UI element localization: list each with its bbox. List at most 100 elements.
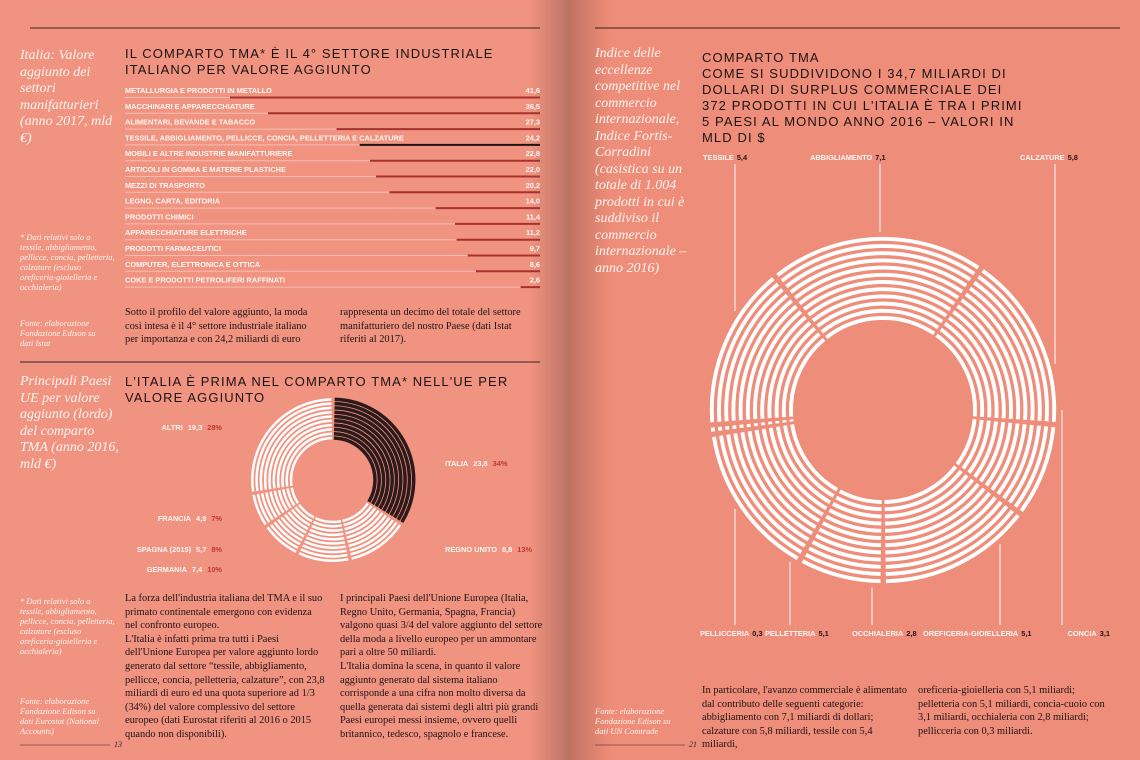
paragraph: La forza dell'industria italiana del TMA… (125, 593, 323, 632)
value-label: 22,8 (526, 149, 540, 158)
value-label: 20,2 (526, 181, 540, 190)
category-label: SPAGNA (2015) (137, 545, 192, 554)
category-label: TESSILE (703, 153, 734, 162)
value-label: 7,1 (875, 153, 885, 162)
slice-label: REGNO UNITO 8,8 13% (445, 545, 533, 554)
value-label: 41,6 (526, 86, 540, 95)
value-label: 5,1 (1021, 629, 1031, 638)
value-label: 8,8 (502, 545, 512, 554)
value-label: 14,0 (526, 197, 540, 206)
bar-label: MOBILI E ALTRE INDUSTRIE MANIFATTURIERE (125, 149, 292, 158)
pie-segment (711, 424, 839, 561)
value-label: 22,0 (526, 165, 540, 174)
bar-label: COKE E PRODOTTI PETROLIFERI RAFFINATI (125, 276, 285, 285)
slice-label: FRANCIA 4,9 7% (158, 514, 223, 523)
category-label: PELLETTERIA (765, 629, 816, 638)
slice-label: ABBIGLIAMENTO 7,1 (810, 153, 886, 162)
bar-label: PRODOTTI CHIMICI (125, 212, 194, 221)
slice-label: PELLICCERIA 0,3 (700, 629, 763, 638)
slice-label: SPAGNA (2015) 5,7 8% (137, 545, 223, 554)
value-label: 24,2 (526, 133, 540, 142)
share-label: 34% (493, 459, 508, 468)
bar-label: LEGNO, CARTA, EDITORIA (125, 197, 221, 206)
chart-title: L'ITALIA È PRIMA NEL COMPARTO TMA* NELL'… (125, 374, 509, 405)
bar-label: MACCHINARI E APPARECCHIATURE (125, 102, 255, 111)
slice-label: OCCHIALERIA 2,8 (852, 629, 917, 638)
fold-shadow (530, 0, 610, 760)
category-label: ALTRI (162, 423, 183, 432)
value-label: 5,1 (819, 629, 829, 638)
slice-label: PELLETTERIA 5,1 (765, 629, 829, 638)
slice-label: GERMANIA 7,4 10% (147, 565, 223, 574)
category-label: ITALIA (445, 459, 469, 468)
text-column: I principali Paesi dell'Unione Europea (… (340, 592, 545, 742)
category-label: CALZATURE (1020, 153, 1065, 162)
category-label: CONCIA (1068, 629, 1098, 638)
value-label: 5,7 (196, 545, 206, 554)
pie-segment (884, 465, 1020, 584)
bar-label: COMPUTER, ELETTRONICA E OTTICA (125, 260, 261, 269)
pie-segment (298, 516, 349, 562)
value-label: 8,6 (530, 260, 540, 269)
share-label: 28% (207, 423, 222, 432)
paragraph: L'Italia domina la scena, in quanto il v… (340, 660, 539, 740)
category-label: OCCHIALERIA (852, 629, 904, 638)
chart-title: COMPARTO TMA (702, 50, 820, 65)
bar-label: PRODOTTI FARMACEUTICI (125, 244, 221, 253)
bar-label: APPARECCHIATURE ELETTRICHE (125, 228, 247, 237)
value-label: 4,9 (196, 514, 206, 523)
category-label: ABBIGLIAMENTO (810, 153, 873, 162)
bar-label: MEZZI DI TRASPORTO (125, 181, 205, 190)
value-label: 9,7 (530, 244, 540, 253)
text-column: La forza dell'industria italiana del TMA… (125, 592, 325, 742)
value-label: 19,3 (188, 423, 202, 432)
sidebar-title: Italia: Valore aggiunto dei settori mani… (20, 48, 113, 146)
slice-label: ITALIA 23,8 34% (445, 459, 508, 468)
left-page (0, 0, 570, 760)
value-label: 11,4 (526, 212, 541, 221)
value-label: 11,2 (526, 228, 540, 237)
value-label: 5,4 (737, 153, 748, 162)
source: Fonte: elaborazione Fondazione Edison su… (20, 318, 96, 348)
sidebar-title: Indice delle eccellenze competitive nel … (595, 46, 687, 276)
source: Fonte: elaborazione Fondazione Edison su… (20, 696, 100, 736)
pie-segment (935, 269, 1057, 422)
pie-segment (801, 489, 882, 584)
value-label: 36,5 (526, 102, 540, 111)
page-number: 21 (689, 740, 697, 749)
slice-label: TESSILE 5,4 (703, 153, 748, 162)
value-label: 0,3 (752, 629, 762, 638)
slice-label: CALZATURE 5,8 (1020, 153, 1078, 162)
value-label: 5,8 (1068, 153, 1078, 162)
share-label: 8% (211, 545, 222, 554)
category-label: REGNO UNITO (445, 545, 497, 554)
paragraph: Sotto il profilo del valore aggiunto, la… (125, 307, 308, 346)
value-label: 27,3 (526, 118, 540, 127)
value-label: 23,8 (473, 459, 487, 468)
paragraph: L'Italia è infatti prima tra tutti i Pae… (125, 633, 325, 740)
page-number: 13 (114, 740, 122, 749)
slice-label: OREFICERIA-GIOIELLERIA 5,1 (923, 629, 1032, 638)
slice-label: ALTRI 19,3 28% (162, 423, 223, 432)
share-label: 7% (211, 514, 222, 523)
pie-segment (342, 502, 402, 560)
bar-label: METALLURGIA E PRODOTTI IN METALLO (125, 86, 272, 95)
note: * Dati relativi solo a tessile, abbiglia… (20, 232, 115, 292)
paragraph: oreficeria-gioielleria con 5,1 miliardi;… (918, 685, 1105, 737)
value-label: 2,6 (530, 276, 540, 285)
pie-segment (266, 503, 315, 553)
pie-segment (709, 277, 826, 423)
category-label: GERMANIA (147, 565, 188, 574)
value-label: 7,4 (192, 565, 203, 574)
paragraph: rappresenta un decimo del totale del set… (340, 307, 521, 346)
pie-segment (776, 236, 980, 340)
note: * Dati relativi solo a tessile, abbiglia… (20, 596, 115, 656)
category-label: FRANCIA (158, 514, 192, 523)
category-label: PELLICCERIA (700, 629, 750, 638)
pie-segment (955, 419, 1056, 513)
pie-segment (333, 397, 416, 523)
paragraph: I principali Paesi dell'Unione Europea (… (340, 593, 543, 659)
category-label: OREFICERIA-GIOIELLERIA (923, 629, 1019, 638)
